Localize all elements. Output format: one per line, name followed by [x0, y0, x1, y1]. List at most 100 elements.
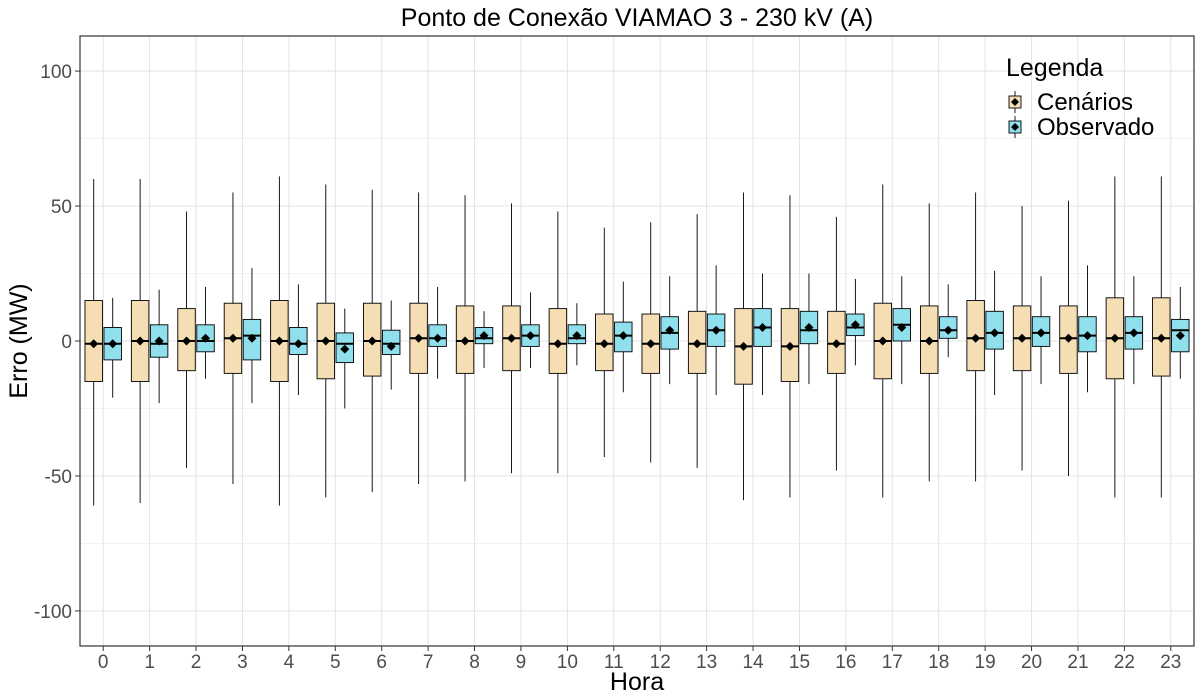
mean-point: [850, 320, 860, 330]
legend-title: Legenda: [1006, 54, 1103, 82]
y-tick-label: -100: [34, 602, 72, 623]
x-tick-label: 7: [423, 652, 434, 673]
boxplot-item: [223, 192, 243, 485]
mean-point: [247, 333, 257, 343]
boxplot-item: [1078, 265, 1097, 393]
boxplot-item: [985, 270, 1004, 395]
minor-gridlines: [80, 138, 1194, 544]
mean-point: [414, 333, 424, 343]
boxplot-item: [335, 308, 354, 409]
mean-point: [182, 336, 192, 346]
boxplot-item: [84, 179, 103, 506]
x-axis-title: Hora: [610, 668, 664, 696]
boxplot-series: [84, 176, 1190, 506]
mean-point: [878, 336, 888, 346]
x-tick-label: 8: [469, 652, 480, 673]
mean-point: [618, 331, 628, 341]
mean-point: [599, 339, 609, 349]
boxplot-item: [196, 287, 215, 379]
boxplot-item: [270, 176, 289, 506]
boxplot-item: [363, 189, 382, 493]
boxplot-item: [660, 276, 679, 385]
x-tick-label: 20: [1021, 652, 1042, 673]
mean-point: [460, 336, 470, 346]
boxplot-item: [1171, 287, 1190, 379]
x-tick-label: 9: [516, 652, 527, 673]
x-tick-label: 18: [928, 652, 949, 673]
boxplot-item: [409, 192, 428, 485]
mean-point: [990, 328, 1000, 338]
x-tick-label: 21: [1067, 652, 1088, 673]
x-tick-label: 0: [98, 652, 109, 673]
boxplot-item: [316, 184, 335, 498]
series-observado: [103, 265, 1190, 409]
mean-point: [572, 331, 582, 341]
y-tick-label: 50: [51, 197, 72, 218]
x-axis: 0 1 2 3 4 5 6 7 8 9 10 11 12 13 14 15 16 17 18 19 20 21 22 23: [98, 646, 1181, 673]
legend-item: Observado: [1008, 114, 1154, 141]
x-tick-label: 1: [144, 652, 155, 673]
y-tick-label: -50: [45, 467, 72, 488]
mean-point: [1063, 333, 1073, 343]
mean-point: [228, 333, 238, 343]
mean-point: [831, 339, 841, 349]
mean-point: [971, 333, 981, 343]
mean-point: [274, 336, 284, 346]
mean-point: [506, 333, 516, 343]
boxplot-item: [1105, 176, 1125, 498]
boxplot-item: [177, 211, 196, 468]
x-tick-label: 17: [882, 652, 903, 673]
boxplot-item: [892, 276, 911, 385]
x-tick-label: 10: [557, 652, 578, 673]
x-tick-label: 22: [1114, 652, 1135, 673]
mean-point: [1129, 328, 1139, 338]
boxplot-item: [873, 184, 892, 498]
boxplot-item: [780, 195, 800, 498]
mean-point: [154, 336, 164, 346]
x-tick-label: 16: [835, 652, 856, 673]
boxplot-item: [846, 278, 865, 366]
mean-point: [340, 344, 350, 354]
boxplot-item: [455, 195, 475, 482]
boxplot-item: [382, 300, 401, 390]
mean-point: [739, 341, 749, 351]
mean-point: [1036, 328, 1046, 338]
mean-point: [943, 325, 953, 335]
mean-point: [108, 339, 118, 349]
mean-point: [897, 323, 907, 333]
mean-point: [646, 339, 656, 349]
mean-point: [135, 336, 145, 346]
boxplot-item: [149, 289, 169, 404]
x-tick-label: 15: [789, 652, 810, 673]
x-tick-label: 13: [696, 652, 717, 673]
boxplot-item: [827, 216, 846, 471]
x-tick-label: 5: [330, 652, 341, 673]
boxplot-item: [103, 297, 122, 398]
mean-point: [293, 339, 303, 349]
x-tick-label: 2: [191, 652, 202, 673]
mean-point: [1110, 333, 1120, 343]
mean-point: [665, 325, 675, 335]
y-tick-label: 0: [61, 332, 72, 353]
chart-title: Ponto de Conexão VIAMAO 3 - 230 kV (A): [401, 4, 873, 32]
boxplot-item: [1124, 276, 1144, 385]
x-tick-label: 11: [604, 652, 624, 673]
mean-point: [201, 333, 211, 343]
legend-label: Cenários: [1037, 89, 1133, 116]
mean-point: [785, 341, 795, 351]
x-tick-label: 3: [237, 652, 248, 673]
mean-point: [804, 323, 814, 333]
boxplot-item: [1152, 176, 1171, 498]
boxplot-item: [1012, 206, 1032, 471]
mean-point: [386, 341, 396, 351]
boxplot-item: [706, 265, 726, 395]
boxplot-item: [966, 192, 985, 482]
legend-label: Observado: [1037, 114, 1154, 141]
mean-point: [433, 333, 443, 343]
boxplot-item: [595, 227, 614, 458]
mean-point: [1156, 333, 1166, 343]
x-tick-label: 12: [650, 652, 671, 673]
y-tick-label: 100: [40, 62, 72, 83]
boxplot-item: [548, 211, 568, 474]
